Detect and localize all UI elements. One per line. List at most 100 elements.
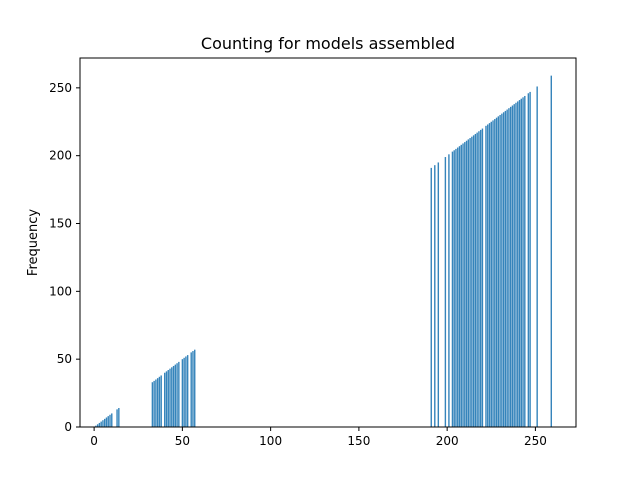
bar [190, 352, 192, 427]
bar [502, 112, 505, 427]
y-tick-label: 200 [49, 149, 72, 163]
bar [186, 355, 189, 427]
bar [529, 91, 531, 428]
bar [520, 98, 522, 427]
y-tick-label: 50 [57, 352, 72, 366]
bar [194, 349, 196, 427]
bar [430, 167, 432, 427]
bar [165, 371, 168, 427]
bar [156, 378, 159, 427]
bar [167, 370, 169, 427]
bar [518, 100, 521, 427]
chart-title: Counting for models assembled [201, 34, 455, 53]
y-axis-label: Frequency [26, 209, 41, 276]
bar [455, 148, 457, 428]
bar [485, 125, 487, 428]
bars-layer [95, 75, 552, 428]
bar [492, 120, 494, 427]
bar [550, 75, 552, 427]
bar [453, 150, 455, 427]
bar [474, 133, 477, 427]
bar [527, 93, 530, 427]
bar [481, 128, 484, 427]
bar [448, 154, 450, 427]
bar [487, 124, 489, 427]
bar [465, 140, 468, 428]
bar [111, 413, 113, 427]
bar [118, 408, 120, 427]
bar [176, 363, 178, 427]
bar [183, 357, 185, 427]
x-axis-ticks: 0 50 100 150 200 250 [90, 427, 547, 448]
x-tick-label: 250 [524, 434, 547, 448]
bar [464, 142, 466, 427]
bar [109, 414, 111, 427]
bar [107, 416, 109, 427]
bar [476, 132, 478, 428]
bar [151, 382, 154, 427]
bar [155, 379, 157, 427]
bar [458, 146, 461, 427]
bar [174, 364, 177, 427]
bar [462, 143, 464, 427]
bar [164, 372, 166, 427]
bar [494, 119, 496, 427]
plot-frame [79, 57, 577, 428]
bar [479, 129, 482, 427]
bar [104, 418, 106, 427]
bar [506, 109, 508, 428]
x-tick-label: 0 [90, 434, 98, 448]
bar [178, 361, 180, 427]
bar [517, 101, 519, 427]
bar [192, 351, 194, 427]
bar [451, 151, 454, 427]
bar [536, 86, 538, 428]
bar [102, 420, 104, 427]
bar [497, 116, 500, 427]
bar [153, 380, 155, 427]
x-tick-label: 200 [436, 434, 459, 448]
bar [495, 117, 498, 428]
y-tick-label: 0 [64, 420, 72, 434]
x-tick-label: 50 [175, 434, 190, 448]
bar [116, 409, 118, 427]
bar [437, 162, 440, 427]
bar [100, 421, 102, 427]
y-tick-label: 100 [49, 284, 72, 298]
x-tick-label: 100 [259, 434, 282, 448]
y-tick-label: 150 [49, 217, 72, 231]
bar [515, 102, 517, 428]
bar [96, 424, 99, 427]
bar [457, 147, 459, 428]
bar [181, 359, 184, 427]
bar [95, 425, 97, 427]
bar [513, 104, 515, 427]
bar [471, 136, 473, 427]
bar [158, 376, 161, 427]
bar [499, 114, 501, 428]
bar [488, 123, 491, 427]
bar [501, 113, 503, 427]
y-tick-label: 250 [49, 81, 72, 95]
bar [504, 110, 507, 428]
bar [105, 417, 108, 427]
bar [478, 131, 480, 427]
bar [509, 106, 512, 428]
bar [98, 422, 101, 427]
bar [508, 108, 510, 427]
bar [160, 375, 162, 427]
bar [171, 367, 173, 427]
bar [467, 139, 470, 427]
bar [460, 144, 462, 427]
bar [169, 368, 171, 427]
bar [444, 157, 447, 427]
bar [469, 138, 471, 427]
bar [472, 135, 475, 427]
bar [522, 97, 524, 427]
bar [172, 365, 175, 427]
bar [524, 95, 526, 427]
bar [511, 105, 514, 427]
bar [185, 356, 187, 427]
